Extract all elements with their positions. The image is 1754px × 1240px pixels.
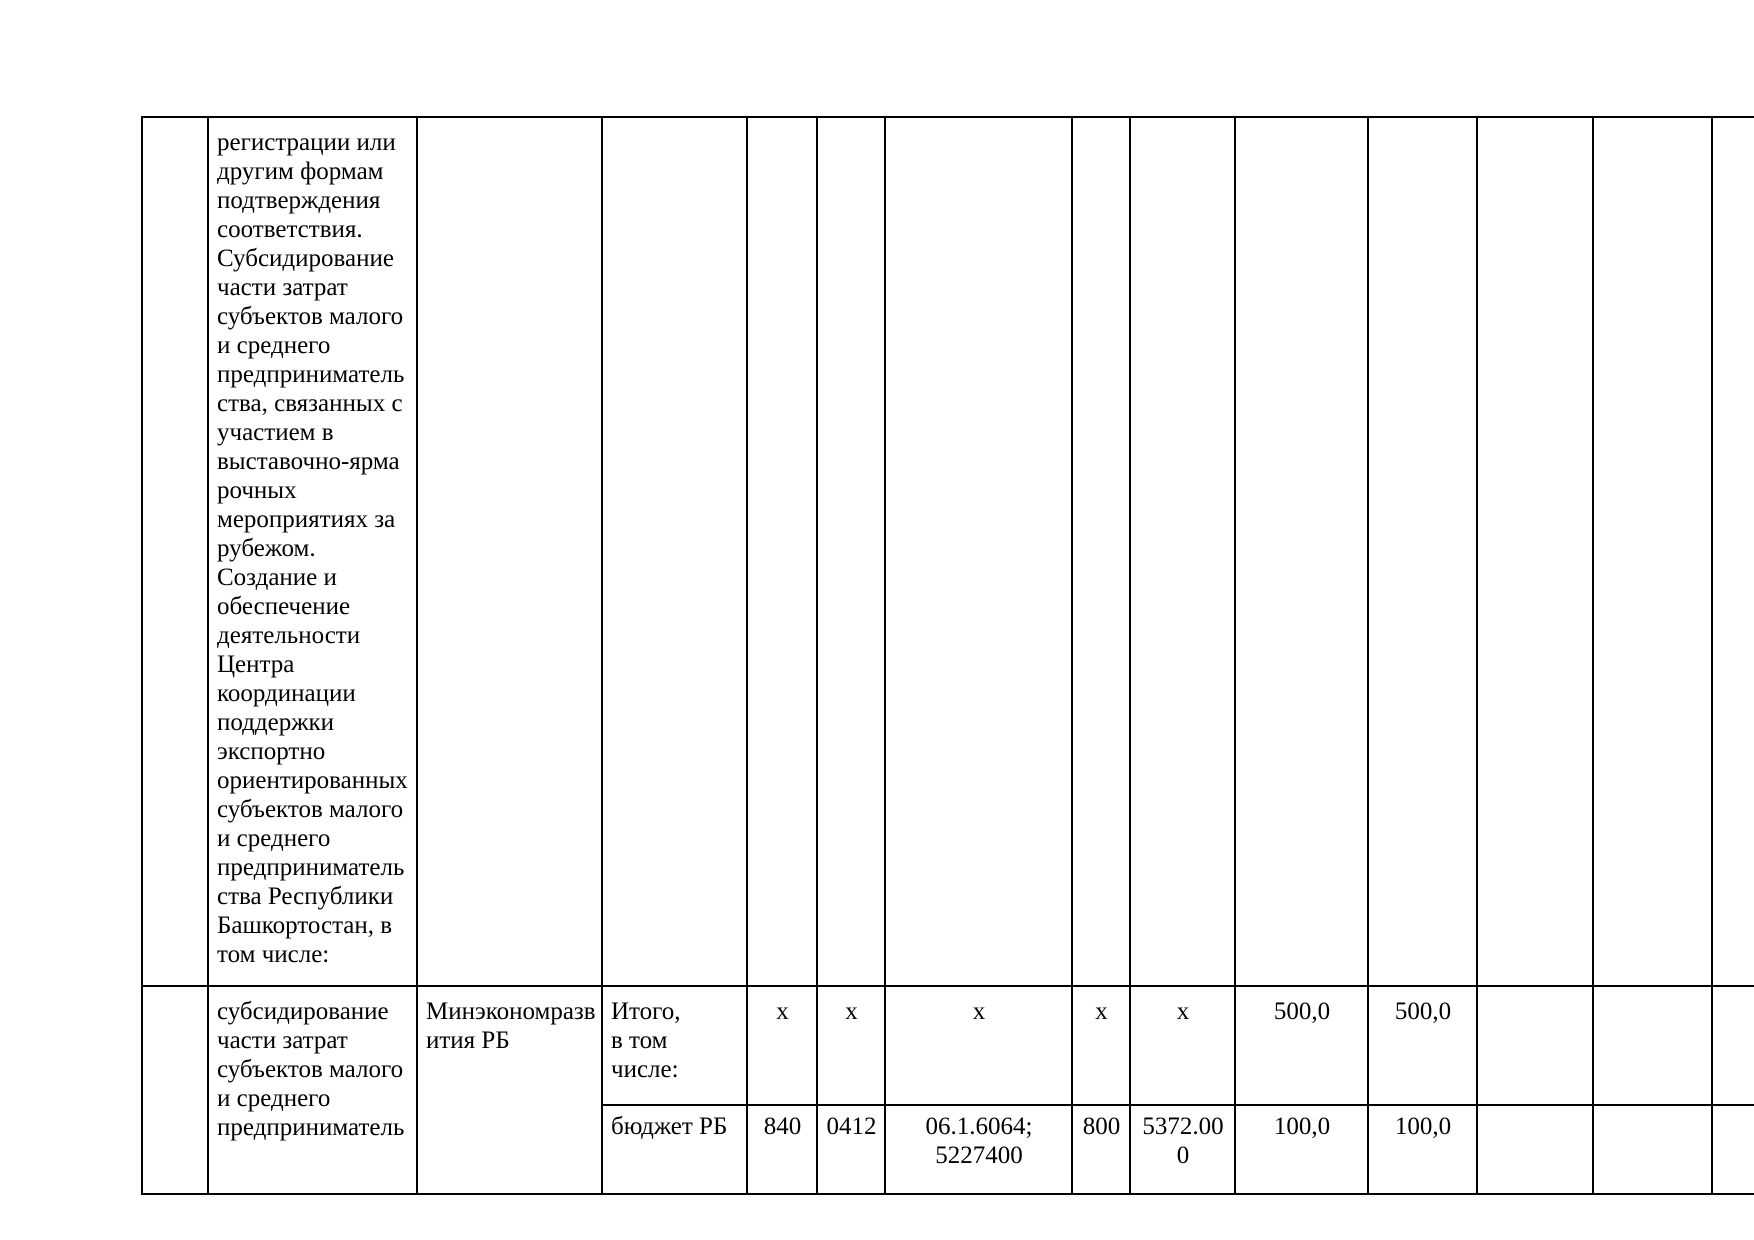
cell-amount-empty: [1234, 116, 1369, 987]
cell-code-empty: [1071, 116, 1131, 987]
cell-amount-year1: 500,0: [1234, 985, 1369, 1106]
cell-funding-source-budget-rb: бюджет РБ: [601, 1104, 748, 1195]
cell-empty: [1592, 116, 1713, 987]
cell-target-article-code: x: [884, 985, 1073, 1106]
cell-empty: [1476, 985, 1594, 1106]
cell-grbs-code: x: [746, 985, 818, 1106]
table-row-subsidy-budget-rb: бюджет РБ 840 0412 06.1.6064; 5227400 80…: [142, 1104, 1754, 1195]
table-row-subsidy-total: субсидирование части затрат субъектов ма…: [141, 985, 1754, 1195]
cell-funding-source-total: Итого, в том числе:: [601, 985, 748, 1106]
cell-extra-code: x: [1129, 985, 1236, 1106]
cell-row-number-empty: [141, 985, 209, 1195]
table-row-continuation: регистрации или другим формам подтвержде…: [141, 116, 1754, 987]
cell-empty-clipped: [1711, 985, 1754, 1106]
cell-amount-year2: 100,0: [1367, 1104, 1478, 1195]
cell-executor: Минэкономразв ития РБ: [416, 985, 603, 1195]
cell-target-article-code: 06.1.6064; 5227400: [884, 1104, 1073, 1195]
cell-amount-year1: 100,0: [1234, 1104, 1369, 1195]
cell-grbs-code: 840: [746, 1104, 818, 1195]
cell-activity-continuation: регистрации или другим формам подтвержде…: [207, 116, 418, 987]
cell-code-empty: [746, 116, 818, 987]
cell-activity-subsidy: субсидирование части затрат субъектов ма…: [207, 985, 418, 1195]
cell-funding-source-empty: [601, 116, 748, 987]
cell-extra-code: 5372.00 0: [1129, 1104, 1236, 1195]
cell-row-number-empty: [141, 116, 209, 987]
budget-program-table: регистрации или другим формам подтвержде…: [141, 116, 1754, 1195]
cell-amount-empty: [1367, 116, 1478, 987]
cell-expense-type-code: x: [1071, 985, 1131, 1106]
cell-amount-year2: 500,0: [1367, 985, 1478, 1106]
cell-executor-empty: [416, 116, 603, 987]
cell-code-empty: [1129, 116, 1236, 987]
cell-empty-clipped: [1711, 116, 1754, 987]
cell-expense-type-code: 800: [1071, 1104, 1131, 1195]
cell-empty: [1592, 1104, 1713, 1195]
cell-empty: [1592, 985, 1713, 1106]
cell-empty-clipped: [1711, 1104, 1754, 1195]
cell-code-empty: [816, 116, 886, 987]
cell-section-code: x: [816, 985, 886, 1106]
cell-section-code: 0412: [816, 1104, 886, 1195]
cell-empty: [1476, 116, 1594, 987]
cell-code-empty: [884, 116, 1073, 987]
cell-empty: [1476, 1104, 1594, 1195]
